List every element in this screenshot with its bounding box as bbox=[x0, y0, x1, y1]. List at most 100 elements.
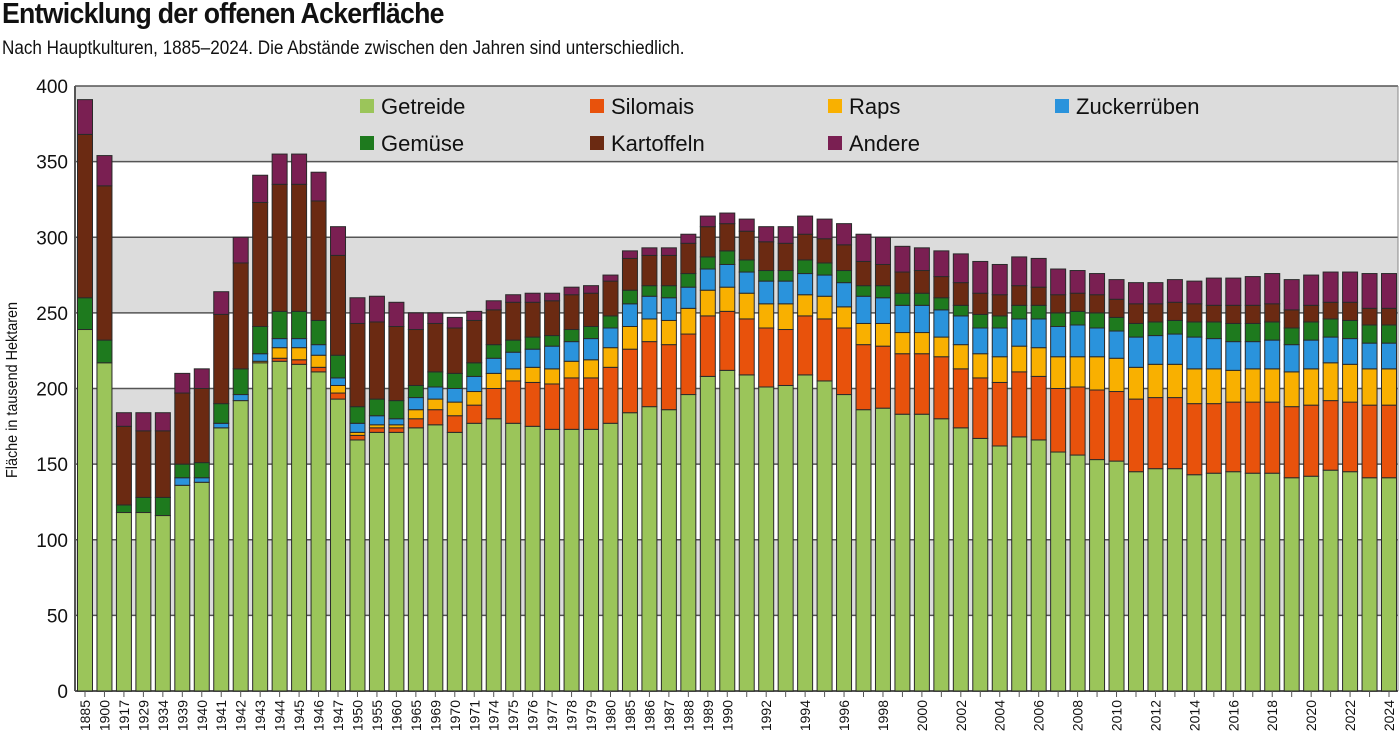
bar-segment-zuckerrüben bbox=[952, 315, 969, 346]
bar-segment-kartoffeln bbox=[991, 294, 1008, 317]
bar-segment-zuckerrüben bbox=[407, 397, 424, 411]
x-tick-label: 1947 bbox=[330, 700, 346, 731]
x-tick-label: 1934 bbox=[155, 700, 171, 731]
bar-segment-gemüse bbox=[77, 297, 93, 331]
x-tick-label: 2010 bbox=[1109, 700, 1125, 731]
bar-segment-zuckerrüben bbox=[1264, 339, 1281, 370]
bar-segment-getreide bbox=[777, 384, 794, 692]
legend-swatch-andere bbox=[828, 136, 842, 150]
bar-segment-andere bbox=[660, 247, 677, 256]
bar-segment-kartoffeln bbox=[602, 280, 619, 317]
bar-segment-zuckerrüben bbox=[1069, 324, 1086, 358]
bar-segment-zuckerrüben bbox=[660, 297, 677, 321]
legend-label-raps: Raps bbox=[849, 94, 900, 119]
chart-title: Entwicklung der offenen Ackerfläche bbox=[2, 0, 444, 30]
bar-segment-raps bbox=[797, 294, 814, 317]
bar-segment-gemüse bbox=[797, 259, 814, 275]
bar-segment-andere bbox=[563, 286, 580, 296]
y-tick-label: 50 bbox=[47, 606, 68, 627]
bar-segment-gemüse bbox=[933, 297, 950, 311]
x-tick-label: 2022 bbox=[1342, 700, 1358, 731]
bar-segment-kartoffeln bbox=[1322, 301, 1339, 320]
bar-segment-silomais bbox=[427, 409, 444, 426]
bar-segment-kartoffeln bbox=[699, 226, 716, 258]
bar-segment-kartoffeln bbox=[1205, 304, 1222, 323]
bar-segment-getreide bbox=[446, 431, 463, 692]
bar-segment-zuckerrüben bbox=[1342, 338, 1359, 365]
x-tick-label: 1960 bbox=[388, 700, 404, 731]
bar-segment-andere bbox=[485, 300, 502, 311]
bar-segment-raps bbox=[1147, 363, 1164, 399]
bar-segment-andere bbox=[991, 263, 1008, 296]
bar-segment-gemüse bbox=[738, 259, 755, 273]
x-tick-label: 1929 bbox=[135, 700, 151, 731]
legend-swatch-kartoffeln bbox=[590, 136, 604, 150]
bar-segment-andere bbox=[913, 247, 930, 272]
bar-segment-gemüse bbox=[836, 270, 853, 284]
y-tick-label: 250 bbox=[36, 304, 68, 325]
bar-segment-zuckerrüben bbox=[368, 415, 385, 426]
bar-segment-kartoffeln bbox=[77, 133, 93, 299]
bar-segment-silomais bbox=[1283, 406, 1300, 479]
bar-segment-kartoffeln bbox=[1361, 307, 1378, 326]
bar-segment-raps bbox=[1089, 356, 1106, 391]
bar-segment-getreide bbox=[232, 400, 249, 692]
bar-segment-raps bbox=[621, 325, 638, 350]
x-tick-label: 2002 bbox=[953, 700, 969, 731]
bar-segment-gemüse bbox=[777, 270, 794, 282]
bar-segment-andere bbox=[583, 285, 600, 294]
bar-segment-kartoffeln bbox=[816, 238, 833, 264]
bar-segment-kartoffeln bbox=[213, 313, 230, 405]
bar-segment-gemüse bbox=[407, 384, 424, 399]
bar-segment-getreide bbox=[991, 445, 1008, 692]
bar-segment-raps bbox=[1303, 368, 1320, 406]
bar-segment-raps bbox=[1381, 368, 1397, 406]
bar-segment-getreide bbox=[1069, 454, 1086, 692]
bar-segment-zuckerrüben bbox=[271, 338, 288, 349]
background-band bbox=[75, 86, 1398, 162]
bar-segment-kartoffeln bbox=[271, 183, 288, 312]
bar-segment-gemüse bbox=[1011, 304, 1028, 320]
bar-segment-getreide bbox=[680, 394, 697, 692]
x-tick-label: 1980 bbox=[602, 700, 618, 731]
x-tick-label: 1940 bbox=[194, 700, 210, 731]
bar-segment-andere bbox=[680, 233, 697, 244]
x-tick-label: 2016 bbox=[1225, 700, 1241, 731]
bar-segment-getreide bbox=[485, 418, 502, 692]
bar-segment-andere bbox=[1050, 268, 1067, 296]
bar-segment-zuckerrüben bbox=[583, 338, 600, 361]
bar-segment-getreide bbox=[1342, 471, 1359, 692]
bar-segment-zuckerrüben bbox=[621, 303, 638, 327]
bar-segment-zuckerrüben bbox=[446, 388, 463, 403]
bar-segment-silomais bbox=[1089, 389, 1106, 461]
bar-segment-raps bbox=[699, 289, 716, 317]
bar-segment-gemüse bbox=[135, 496, 152, 514]
bar-segment-silomais bbox=[1069, 386, 1086, 456]
bar-segment-zuckerrüben bbox=[1108, 330, 1125, 359]
legend-swatch-raps bbox=[828, 99, 842, 113]
legend-swatch-getreide bbox=[360, 99, 374, 113]
x-tick-label: 1939 bbox=[174, 700, 190, 731]
bar-segment-andere bbox=[1069, 270, 1086, 294]
x-tick-label: 1971 bbox=[466, 700, 482, 731]
bar-segment-getreide bbox=[836, 394, 853, 692]
bar-segment-getreide bbox=[466, 422, 483, 692]
bar-segment-silomais bbox=[563, 377, 580, 430]
bar-segment-getreide bbox=[388, 431, 405, 692]
bar-segment-silomais bbox=[797, 315, 814, 376]
bar-segment-zuckerrüben bbox=[291, 338, 308, 349]
bar-segment-raps bbox=[1050, 356, 1067, 389]
bar-segment-gemüse bbox=[505, 339, 522, 353]
bar-segment-andere bbox=[291, 153, 308, 185]
bar-segment-andere bbox=[446, 316, 463, 329]
bar-segment-getreide bbox=[115, 512, 132, 692]
bar-segment-andere bbox=[77, 99, 93, 135]
bar-segment-getreide bbox=[583, 428, 600, 692]
bar-segment-gemüse bbox=[758, 270, 775, 282]
bar-segment-silomais bbox=[291, 359, 308, 365]
bar-segment-raps bbox=[1361, 368, 1378, 406]
bar-segment-getreide bbox=[1244, 472, 1261, 692]
bar-segment-silomais bbox=[407, 418, 424, 429]
bar-segment-getreide bbox=[213, 427, 230, 692]
x-tick-label: 1941 bbox=[213, 700, 229, 731]
